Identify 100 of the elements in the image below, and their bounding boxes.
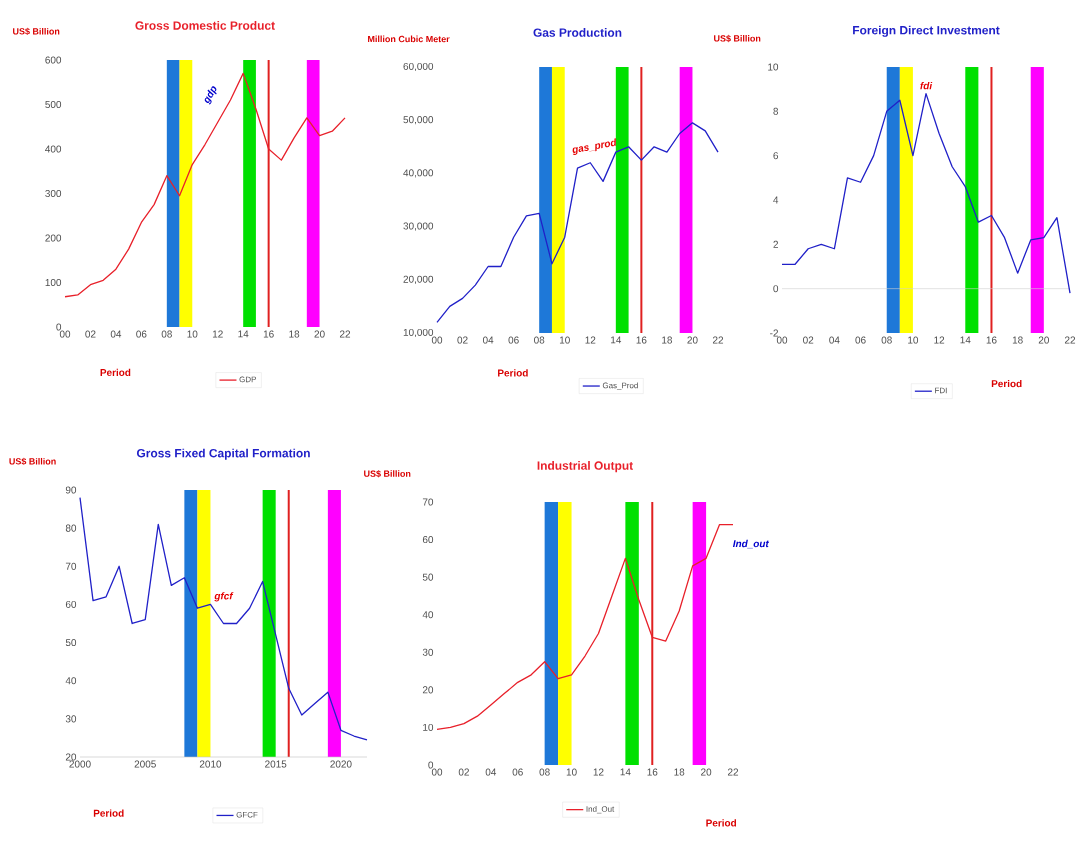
x-tick-label: 16 (263, 330, 274, 338)
x-tick-label: 06 (855, 336, 866, 344)
annotation: gfcf (214, 592, 234, 602)
y-tick-label: 10 (768, 63, 779, 71)
x-tick-label: 10 (187, 330, 198, 338)
y-tick-label: 2 (773, 240, 778, 248)
y-axis-title: Million Cubic Meter (368, 35, 450, 43)
x-axis-title: Period (706, 819, 737, 827)
x-tick-label: 22 (712, 336, 724, 344)
x-tick-label: 2010 (199, 760, 222, 768)
x-tick-label: 02 (85, 330, 96, 338)
x-tick-label: 06 (512, 768, 523, 776)
line-series (79, 496, 368, 741)
y-tick-label: 30 (65, 715, 77, 723)
x-tick-label: 12 (593, 768, 604, 776)
y-tick-label: 40,000 (403, 169, 434, 178)
x-tick-label: 20 (687, 336, 698, 344)
x-tick-label: 2005 (134, 760, 156, 768)
y-tick-label: 20 (422, 686, 434, 694)
y-tick-label: 400 (45, 145, 62, 153)
x-tick-label: 16 (986, 336, 997, 344)
x-tick-label: 02 (458, 768, 469, 776)
y-tick-label: 0 (56, 323, 62, 331)
y-tick-label: 60 (422, 536, 434, 544)
y-tick-label: 6 (773, 152, 779, 160)
chart-title: Foreign Direct Investment (853, 25, 1000, 37)
annotation: Ind_out (732, 539, 770, 549)
y-tick-label: -2 (770, 329, 778, 337)
x-tick-label: 04 (482, 336, 494, 344)
y-tick-label: 30,000 (403, 222, 434, 231)
x-tick-label: 08 (161, 330, 172, 338)
x-tick-label: 18 (289, 330, 300, 338)
x-tick-label: 04 (110, 330, 122, 338)
line-series (436, 122, 719, 324)
x-tick-label: 10 (559, 336, 570, 344)
y-tick-label: 40 (422, 611, 434, 619)
y-axis-title: US$ Billion (714, 34, 761, 43)
x-tick-label: 18 (662, 336, 673, 344)
y-tick-label: 30 (422, 648, 434, 656)
x-axis-title: Period (991, 379, 1022, 388)
x-tick-label: 08 (534, 336, 545, 344)
x-tick-label: 2000 (69, 760, 91, 768)
y-tick-label: 100 (45, 278, 62, 287)
y-tick-label: 70 (422, 498, 434, 506)
x-tick-label: 02 (457, 336, 468, 344)
y-tick-label: 60,000 (403, 62, 434, 72)
x-tick-label: 18 (1012, 336, 1023, 344)
y-tick-label: 500 (45, 100, 62, 109)
x-tick-label: 16 (636, 336, 647, 344)
y-tick-label: 20,000 (403, 275, 434, 284)
line-series (781, 92, 1071, 294)
annotation: fdi (920, 81, 933, 90)
x-tick-label: 10 (908, 336, 919, 344)
x-tick-label: 12 (585, 336, 596, 344)
y-tick-label: 50 (65, 639, 77, 647)
x-tick-label: 08 (881, 336, 892, 344)
chart-title: Gross Fixed Capital Formation (136, 448, 310, 460)
x-axis-title: Period (498, 369, 528, 377)
x-tick-label: 14 (238, 330, 249, 338)
y-tick-label: 50,000 (403, 116, 434, 125)
chart-title: Gas Production (533, 28, 622, 37)
chart-title: Gross Domestic Product (135, 21, 275, 30)
y-tick-label: 80 (65, 524, 77, 532)
x-tick-label: 20 (314, 330, 325, 338)
x-tick-label: 20 (701, 768, 712, 776)
x-tick-label: 06 (136, 330, 147, 338)
y-tick-label: 600 (45, 56, 62, 64)
x-tick-label: 22 (1064, 336, 1076, 344)
x-tick-label: 12 (934, 336, 945, 344)
x-tick-label: 2020 (330, 760, 352, 768)
x-tick-label: 18 (674, 768, 685, 776)
x-tick-label: 00 (59, 330, 71, 338)
x-tick-label: 22 (727, 768, 739, 776)
y-tick-label: 50 (422, 573, 434, 581)
y-tick-label: 20 (65, 753, 77, 761)
x-tick-label: 12 (212, 330, 223, 338)
x-tick-label: 14 (960, 336, 971, 344)
x-axis-title: Period (93, 809, 124, 817)
x-tick-label: 20 (1038, 336, 1049, 344)
y-tick-label: 90 (65, 486, 77, 494)
y-tick-label: 70 (65, 562, 77, 570)
x-tick-label: 2015 (265, 760, 287, 768)
y-tick-label: 300 (45, 189, 62, 198)
y-tick-label: 0 (773, 285, 779, 293)
y-tick-label: 40 (65, 677, 77, 685)
y-tick-label: 10 (423, 723, 434, 731)
y-tick-label: 8 (773, 107, 779, 115)
x-tick-label: 16 (647, 768, 658, 776)
y-axis-title: US$ Billion (13, 27, 60, 36)
y-axis-title: US$ Billion (9, 457, 56, 466)
y-tick-label: 200 (45, 234, 62, 242)
x-tick-label: 00 (431, 336, 443, 344)
x-tick-label: 00 (776, 336, 788, 344)
x-tick-label: 00 (431, 768, 443, 776)
y-tick-label: 4 (773, 196, 779, 204)
x-tick-label: 04 (485, 768, 497, 776)
x-tick-label: 06 (508, 336, 519, 344)
x-tick-label: 10 (566, 768, 577, 776)
chart-title: Industrial Output (537, 461, 633, 473)
x-tick-label: 04 (829, 336, 840, 344)
